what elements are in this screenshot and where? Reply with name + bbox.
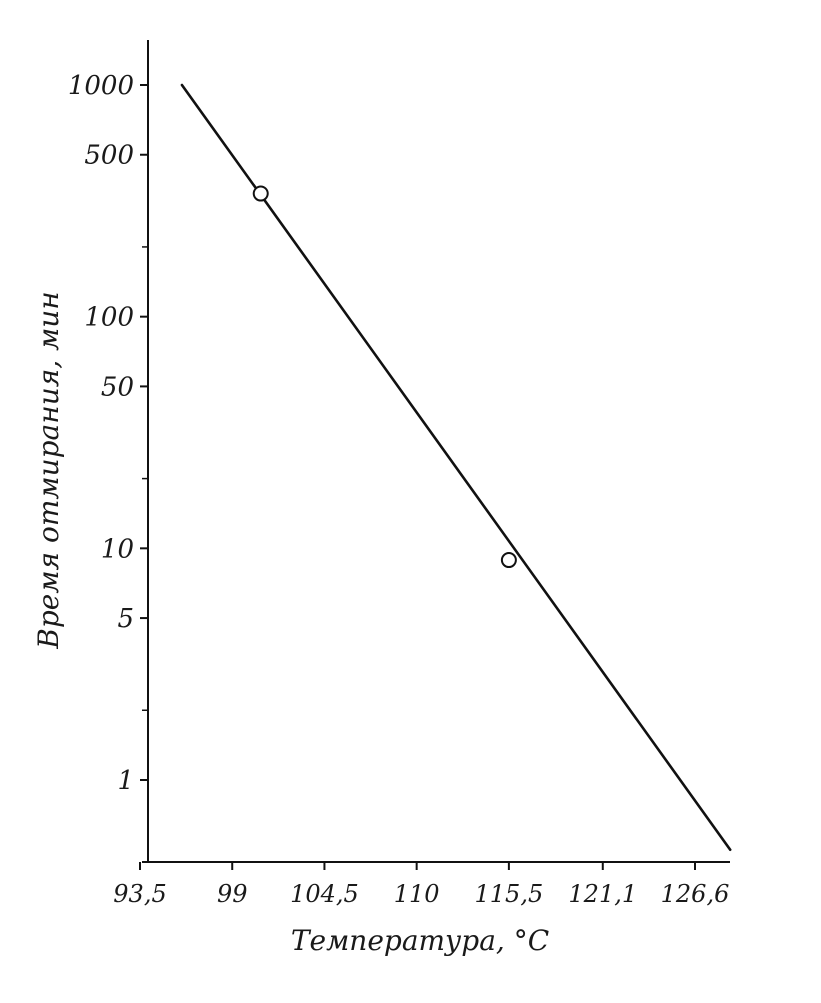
- y-tick-label: 1: [117, 766, 134, 796]
- y-tick-label: 5: [117, 604, 134, 634]
- y-tick-label: 10: [101, 534, 134, 564]
- x-tick-label: 99: [217, 880, 248, 908]
- y-tick-label: 50: [101, 372, 134, 402]
- x-axis-label: Температура, °C: [291, 924, 549, 957]
- y-tick-label: 500: [84, 141, 134, 171]
- x-tick-label: 110: [394, 880, 440, 908]
- y-axis-label: Время отмирания, мин: [32, 291, 65, 650]
- x-tick-label: 104,5: [290, 880, 359, 908]
- y-tick-label: 100: [84, 303, 134, 333]
- x-tick-label: 93,5: [113, 880, 166, 908]
- series-line: [180, 83, 732, 852]
- x-tick-label: 121,1: [568, 880, 637, 908]
- x-axis-ticks: 93,5 99 104,5 110 115,5 121,1 126,6: [113, 862, 729, 908]
- y-axis-ticks: 1000 500 100 50 10 5 1: [68, 71, 148, 796]
- y-tick-label: 1000: [68, 71, 134, 101]
- data-point: [500, 552, 517, 569]
- axes: [142, 40, 730, 863]
- series: [180, 83, 732, 852]
- x-tick-label: 115,5: [475, 880, 544, 908]
- data-point: [252, 185, 269, 202]
- x-tick-label: 126,6: [661, 880, 730, 908]
